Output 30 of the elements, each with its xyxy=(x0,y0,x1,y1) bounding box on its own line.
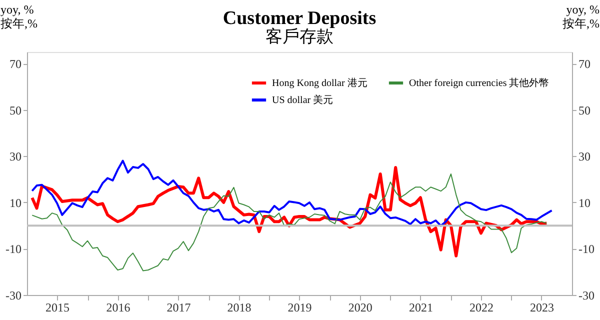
line-series xyxy=(31,160,553,227)
x-tick-label: 2022 xyxy=(469,300,494,314)
x-tick-label: 2017 xyxy=(166,300,191,314)
y2-tick-label: -30 xyxy=(578,288,594,302)
line-series xyxy=(32,173,548,272)
y-tick-label: 70 xyxy=(10,57,22,72)
x-tick-label: 2015 xyxy=(46,300,70,314)
y-axis-title: yoy, % 按年,% xyxy=(0,2,38,30)
y2-axis-title: yoy, % 按年,% xyxy=(562,2,600,30)
y-tick-label: 50 xyxy=(10,103,22,118)
y2-tick-label: 50 xyxy=(578,103,590,118)
legend-label: Other foreign currencies 其他外幣 xyxy=(409,77,550,89)
chart-subtitle: 客戶存款 xyxy=(266,27,334,46)
legend-label: US dollar 美元 xyxy=(272,94,334,106)
legend-label: Hong Kong dollar 港元 xyxy=(272,77,368,89)
chart-title: Customer Deposits xyxy=(222,8,376,29)
x-tick-label: 2020 xyxy=(348,300,372,314)
x-tick-label: 2019 xyxy=(288,300,312,314)
y-tick-label: 30 xyxy=(10,150,22,164)
x-tick-label: 2018 xyxy=(227,300,252,314)
x-tick-label: 2023 xyxy=(530,300,554,314)
y-tick-label: -10 xyxy=(6,242,22,256)
y2-tick-label: 10 xyxy=(578,196,590,210)
x-tick-label: 2021 xyxy=(408,300,433,314)
y-tick-label: -30 xyxy=(6,288,22,302)
y-tick-label: 10 xyxy=(10,196,22,210)
y2-tick-label: -10 xyxy=(578,242,594,256)
y2-tick-label: 30 xyxy=(578,150,590,164)
y2-tick-label: 70 xyxy=(578,57,590,72)
x-tick-label: 2016 xyxy=(106,300,130,314)
